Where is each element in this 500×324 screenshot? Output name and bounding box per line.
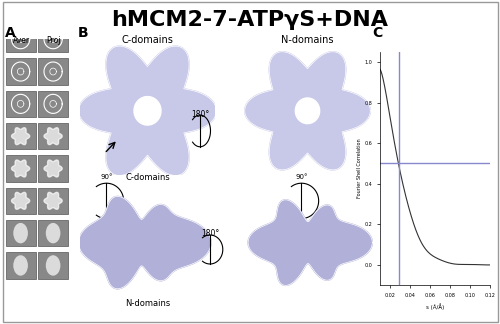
Polygon shape [296, 98, 320, 124]
Text: C-domains: C-domains [125, 173, 170, 182]
Polygon shape [44, 160, 62, 177]
Text: A: A [5, 26, 16, 40]
Text: 180°: 180° [201, 229, 219, 238]
FancyBboxPatch shape [6, 252, 36, 279]
Text: 90°: 90° [295, 174, 308, 180]
FancyBboxPatch shape [38, 123, 68, 149]
Text: B: B [78, 26, 88, 40]
FancyBboxPatch shape [38, 58, 68, 85]
FancyBboxPatch shape [6, 155, 36, 182]
Polygon shape [44, 192, 62, 209]
Text: C-domains: C-domains [122, 35, 174, 45]
Polygon shape [12, 128, 30, 145]
Polygon shape [12, 160, 30, 177]
FancyBboxPatch shape [38, 26, 68, 52]
Ellipse shape [14, 255, 28, 276]
Text: 180°: 180° [191, 110, 209, 120]
Polygon shape [78, 196, 211, 289]
Y-axis label: Fourier Shell Correlation: Fourier Shell Correlation [357, 139, 362, 198]
FancyBboxPatch shape [6, 220, 36, 246]
Ellipse shape [46, 223, 60, 243]
Text: Aver: Aver [12, 36, 30, 45]
Ellipse shape [14, 223, 28, 243]
FancyBboxPatch shape [6, 123, 36, 149]
Polygon shape [78, 46, 216, 176]
FancyBboxPatch shape [38, 188, 68, 214]
FancyBboxPatch shape [6, 26, 36, 52]
FancyBboxPatch shape [6, 188, 36, 214]
Ellipse shape [46, 255, 60, 276]
Text: Proj: Proj [46, 36, 61, 45]
FancyBboxPatch shape [6, 91, 36, 117]
Polygon shape [134, 97, 161, 125]
X-axis label: s (Å/Å): s (Å/Å) [426, 303, 444, 310]
Text: 90°: 90° [100, 174, 112, 180]
Polygon shape [244, 52, 370, 170]
Text: hMCM2-7-ATPγS+DNA: hMCM2-7-ATPγS+DNA [112, 10, 388, 30]
FancyBboxPatch shape [38, 155, 68, 182]
Polygon shape [44, 128, 62, 145]
Polygon shape [248, 200, 372, 285]
FancyBboxPatch shape [38, 91, 68, 117]
Text: N-domains: N-domains [281, 35, 334, 45]
Text: C: C [372, 26, 383, 40]
Polygon shape [12, 192, 30, 209]
FancyBboxPatch shape [38, 252, 68, 279]
Text: N-domains: N-domains [125, 299, 170, 308]
FancyBboxPatch shape [38, 220, 68, 246]
FancyBboxPatch shape [6, 58, 36, 85]
